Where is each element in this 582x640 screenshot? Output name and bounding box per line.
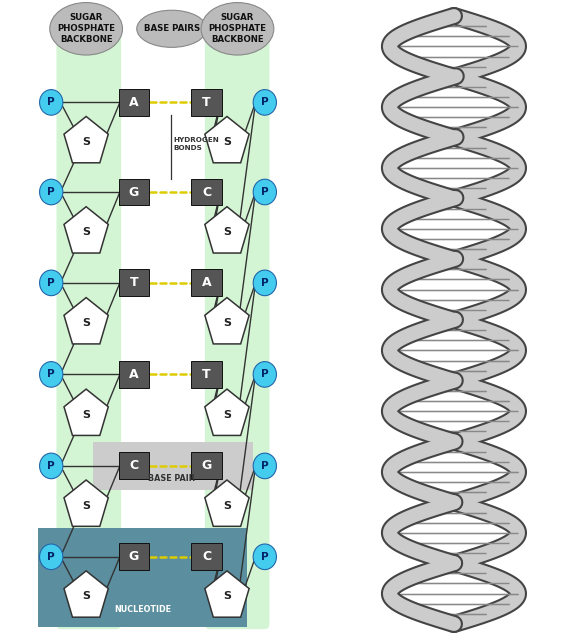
Text: A: A <box>129 96 139 109</box>
FancyBboxPatch shape <box>205 27 269 629</box>
Circle shape <box>253 270 276 296</box>
Polygon shape <box>64 298 108 344</box>
FancyBboxPatch shape <box>119 543 149 570</box>
Circle shape <box>253 544 276 570</box>
FancyBboxPatch shape <box>191 543 222 570</box>
Text: G: G <box>129 550 139 563</box>
Polygon shape <box>64 480 108 526</box>
Text: P: P <box>261 278 269 288</box>
Polygon shape <box>205 389 249 435</box>
Text: C: C <box>202 186 211 198</box>
Polygon shape <box>205 207 249 253</box>
Polygon shape <box>205 480 249 526</box>
Bar <box>93 442 253 490</box>
Text: P: P <box>47 187 55 197</box>
Circle shape <box>40 544 63 570</box>
Text: NUCLEOTIDE: NUCLEOTIDE <box>114 605 171 614</box>
Text: S: S <box>223 591 231 602</box>
FancyBboxPatch shape <box>191 179 222 205</box>
FancyBboxPatch shape <box>191 361 222 388</box>
Text: BASE PAIRS: BASE PAIRS <box>144 24 200 33</box>
Circle shape <box>253 179 276 205</box>
Ellipse shape <box>137 10 207 47</box>
Text: S: S <box>223 500 231 511</box>
Ellipse shape <box>201 3 274 55</box>
Text: P: P <box>261 97 269 108</box>
Text: SUGAR
PHOSPHATE
BACKBONE: SUGAR PHOSPHATE BACKBONE <box>57 13 115 44</box>
Circle shape <box>40 90 63 115</box>
Polygon shape <box>205 298 249 344</box>
Circle shape <box>40 179 63 205</box>
Ellipse shape <box>49 3 122 55</box>
Circle shape <box>253 362 276 387</box>
Polygon shape <box>64 571 108 617</box>
Circle shape <box>253 90 276 115</box>
FancyBboxPatch shape <box>119 361 149 388</box>
Circle shape <box>40 270 63 296</box>
Text: T: T <box>130 276 138 289</box>
Circle shape <box>253 453 276 479</box>
Text: P: P <box>47 552 55 562</box>
Text: T: T <box>203 368 211 381</box>
Text: A: A <box>129 368 139 381</box>
Text: P: P <box>47 278 55 288</box>
FancyBboxPatch shape <box>191 269 222 296</box>
Text: P: P <box>261 369 269 380</box>
Text: S: S <box>82 227 90 237</box>
FancyBboxPatch shape <box>56 27 121 629</box>
Text: S: S <box>223 318 231 328</box>
Text: S: S <box>82 591 90 602</box>
Text: C: C <box>129 460 139 472</box>
Text: S: S <box>223 410 231 420</box>
Text: S: S <box>82 410 90 420</box>
FancyBboxPatch shape <box>119 89 149 116</box>
FancyBboxPatch shape <box>119 179 149 205</box>
Text: P: P <box>47 97 55 108</box>
Bar <box>38 528 247 627</box>
Text: C: C <box>202 550 211 563</box>
Polygon shape <box>64 116 108 163</box>
Text: P: P <box>261 461 269 471</box>
Circle shape <box>40 362 63 387</box>
Text: P: P <box>261 187 269 197</box>
Text: BASE PAIR: BASE PAIR <box>148 474 195 483</box>
Polygon shape <box>64 207 108 253</box>
Polygon shape <box>205 571 249 617</box>
Text: P: P <box>47 461 55 471</box>
Text: G: G <box>201 460 212 472</box>
Text: S: S <box>223 137 231 147</box>
Text: HYDROGEN
BONDS: HYDROGEN BONDS <box>173 138 219 150</box>
FancyBboxPatch shape <box>191 89 222 116</box>
Circle shape <box>40 453 63 479</box>
Text: S: S <box>82 318 90 328</box>
Text: P: P <box>47 369 55 380</box>
FancyBboxPatch shape <box>119 269 149 296</box>
Polygon shape <box>64 389 108 435</box>
Text: SUGAR
PHOSPHATE
BACKBONE: SUGAR PHOSPHATE BACKBONE <box>208 13 267 44</box>
FancyBboxPatch shape <box>191 452 222 479</box>
Text: P: P <box>261 552 269 562</box>
FancyBboxPatch shape <box>119 452 149 479</box>
Text: G: G <box>129 186 139 198</box>
Polygon shape <box>205 116 249 163</box>
Text: S: S <box>82 500 90 511</box>
Text: S: S <box>82 137 90 147</box>
Text: A: A <box>202 276 211 289</box>
Text: T: T <box>203 96 211 109</box>
Text: S: S <box>223 227 231 237</box>
